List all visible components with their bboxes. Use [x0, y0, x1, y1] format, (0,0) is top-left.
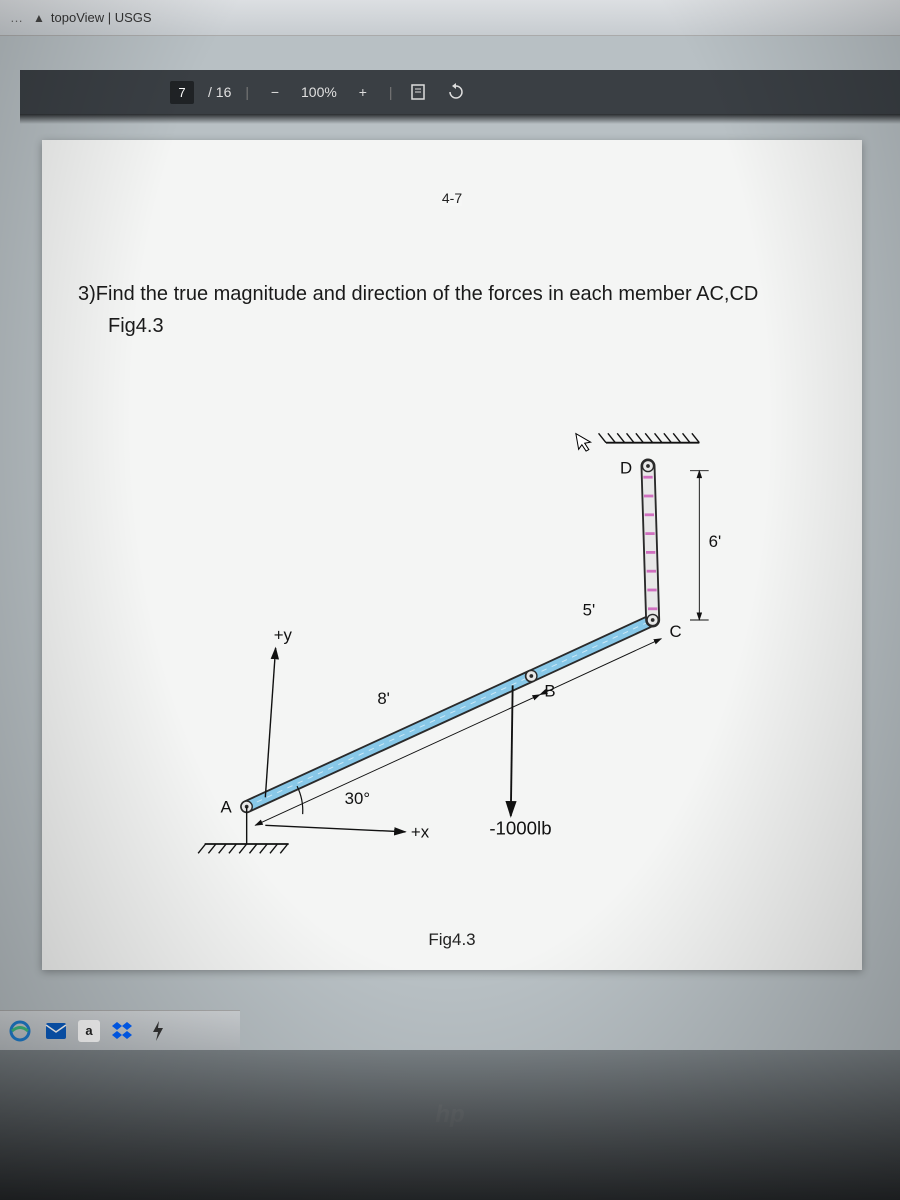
svg-text:-1000lb: -1000lb	[489, 818, 551, 839]
taskbar-mail-icon[interactable]	[42, 1017, 70, 1045]
svg-text:5': 5'	[583, 600, 596, 619]
bookmark-icon: ▲	[33, 11, 45, 25]
svg-text:D: D	[620, 458, 632, 477]
toolbar-shadow	[20, 114, 900, 124]
browser-bookmark-bar: … ▲ topoView | USGS	[0, 0, 900, 36]
zoom-in-button[interactable]: +	[351, 80, 375, 104]
hp-logo: hp	[420, 1085, 480, 1145]
taskbar-bolt-icon[interactable]	[144, 1017, 172, 1045]
svg-text:+x: +x	[411, 822, 430, 841]
page-total: / 16	[208, 84, 231, 100]
svg-text:+y: +y	[274, 626, 293, 645]
taskbar-app-a-icon[interactable]: a	[78, 1020, 100, 1042]
pdf-toolbar: 7 / 16 | − 100% + |	[20, 70, 900, 114]
windows-taskbar: a	[0, 1010, 240, 1050]
problem-text-line: 3)Find the true magnitude and direction …	[78, 283, 758, 305]
taskbar-dropbox-icon[interactable]	[108, 1017, 136, 1045]
svg-text:8': 8'	[377, 689, 390, 708]
taskbar-edge-icon[interactable]	[6, 1017, 34, 1045]
rotate-button[interactable]	[444, 80, 468, 104]
toolbar-separator: |	[245, 84, 249, 100]
problem-figure-ref: Fig4.3	[108, 312, 832, 340]
diagram-svg: +y +x 30° 8' 5' 6' -1000lb A B C D	[102, 340, 802, 900]
svg-text:6': 6'	[709, 532, 722, 551]
svg-text:30°: 30°	[345, 789, 370, 808]
zoom-level: 100%	[301, 84, 337, 100]
page-number-input[interactable]: 7	[170, 81, 194, 104]
zoom-out-button[interactable]: −	[263, 80, 287, 104]
fit-page-button[interactable]	[406, 80, 430, 104]
overflow-indicator: …	[10, 10, 23, 25]
svg-text:A: A	[221, 797, 233, 816]
figure-caption: Fig4.3	[428, 930, 475, 950]
problem-statement: 3)Find the true magnitude and direction …	[78, 280, 832, 340]
figure-diagram: +y +x 30° 8' 5' 6' -1000lb A B C D	[102, 340, 802, 900]
document-page: 4-7 3)Find the true magnitude and direct…	[42, 140, 862, 970]
page-header-number: 4-7	[442, 190, 462, 206]
svg-text:B: B	[544, 682, 555, 701]
toolbar-separator: |	[389, 84, 393, 100]
bookmark-label[interactable]: topoView | USGS	[51, 10, 152, 25]
svg-text:C: C	[669, 622, 681, 641]
